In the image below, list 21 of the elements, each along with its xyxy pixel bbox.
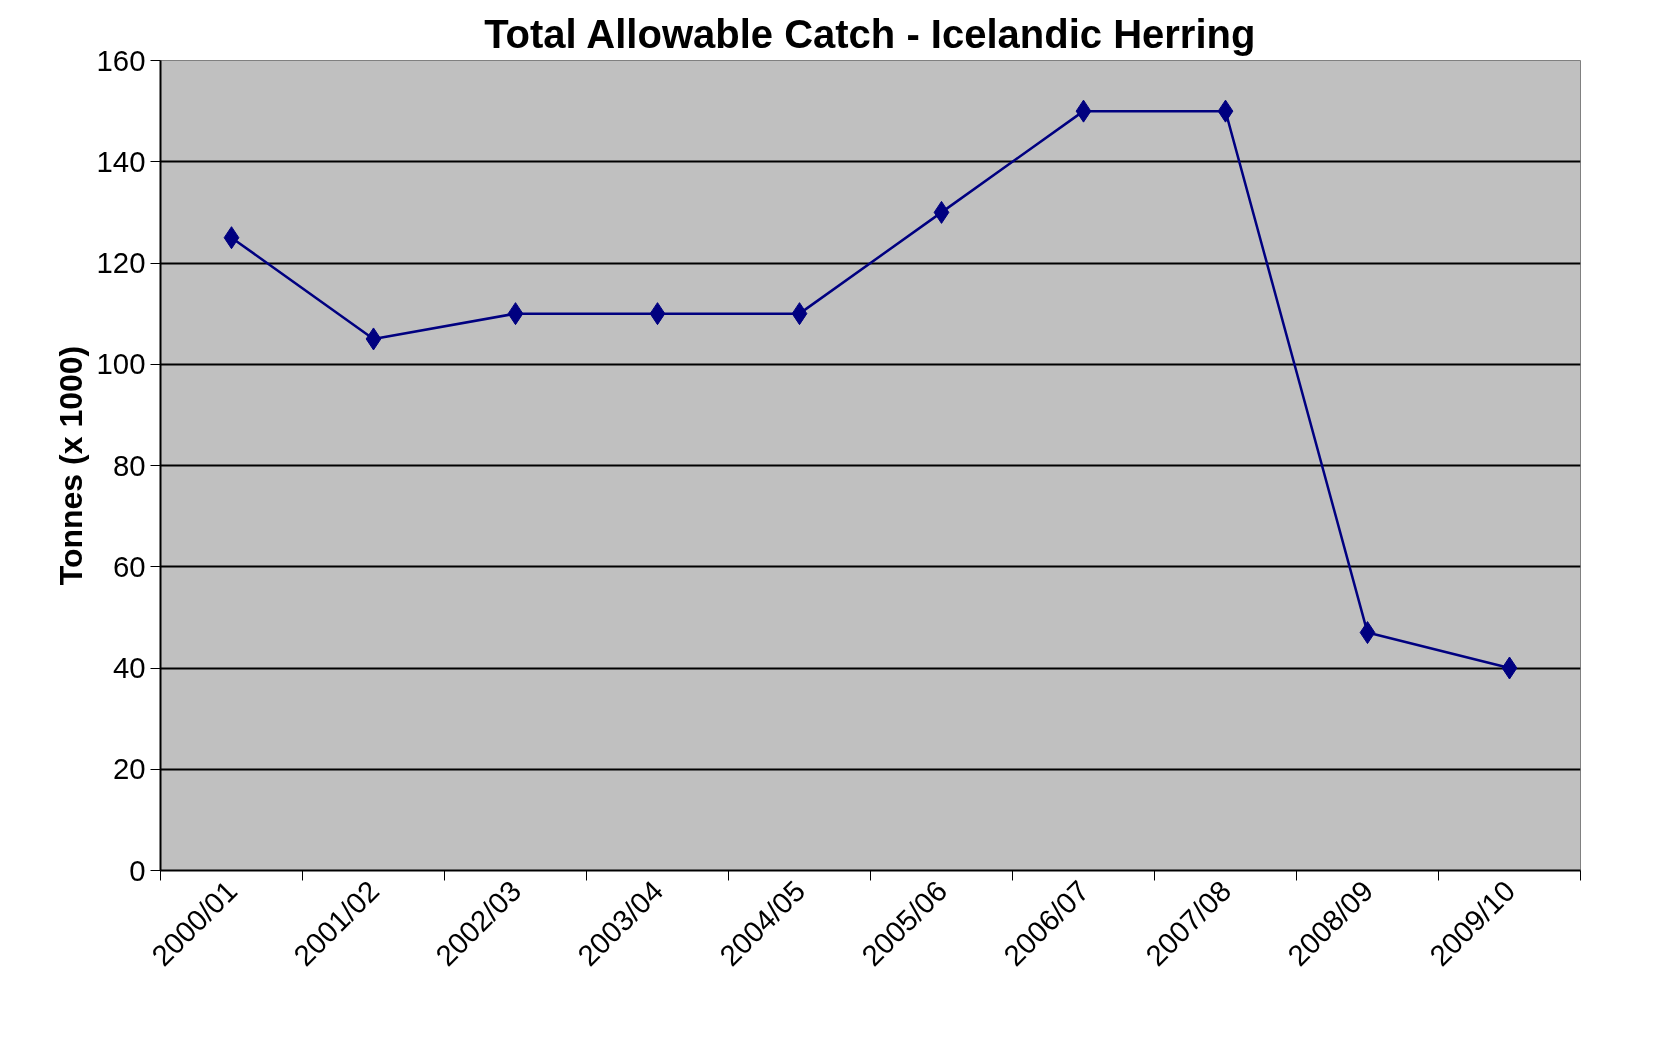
y-tick-label: 20: [112, 752, 146, 786]
y-axis-title: Tonnes (x 1000): [52, 345, 89, 586]
point: [1501, 656, 1518, 680]
y-tick-label: 80: [112, 448, 146, 482]
y-tick-label: 120: [96, 246, 146, 279]
y-tick-label: 0: [129, 853, 146, 887]
chart-title: Total Allowable Catch - Icelandic Herring: [484, 11, 1256, 56]
point: [1075, 99, 1092, 123]
y-tick-label: 60: [112, 549, 146, 583]
y-tick-label: 40: [112, 651, 146, 684]
point: [933, 200, 950, 224]
point: [791, 302, 808, 326]
point: [365, 327, 382, 351]
point: [649, 302, 666, 326]
y-tick-label: 140: [96, 144, 146, 178]
point: [1359, 621, 1376, 645]
y-tick-label: 160: [96, 43, 146, 77]
point: [507, 302, 524, 326]
y-tick-label: 100: [96, 347, 146, 381]
point: [223, 226, 240, 250]
point: [1217, 99, 1234, 123]
